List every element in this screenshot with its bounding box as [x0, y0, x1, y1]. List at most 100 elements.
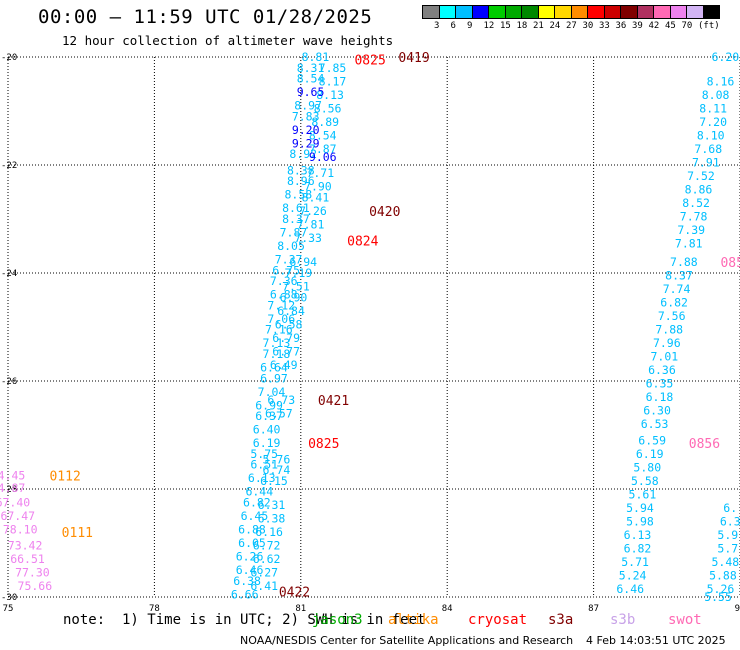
footer-center: NOAA/NESDIS Center for Satellite Applica… [240, 634, 574, 647]
header-subtitle: 12 hour collection of altimeter wave hei… [62, 33, 394, 48]
wave-height-point: 7.13 [263, 336, 291, 350]
wave-height-point: 9.65 [297, 85, 325, 99]
wave-height-point: 7.74 [663, 282, 691, 296]
wave-height-point: 67.47 [0, 509, 35, 523]
mission-s3a: s3a [548, 612, 574, 628]
wave-height-point: 6.18 [646, 390, 674, 404]
wave-height-point: 6.45 [241, 509, 269, 523]
wave-height-point: 6.44 [245, 485, 273, 499]
wave-height-point: 6.13 [248, 471, 276, 485]
y-tick-label: -28 [1, 485, 17, 495]
wave-height-point: 74.45 [0, 469, 25, 483]
wave-height-point: 8.38 [287, 163, 315, 177]
wave-height-point: 6.58 [275, 317, 303, 331]
wave-height-point: 8.97 [294, 99, 322, 113]
wave-height-point: 6.57 [265, 406, 293, 420]
wave-height-point: 7.85 [319, 61, 347, 75]
wave-height-point: 7.78 [680, 209, 708, 223]
colorbar-label: 18 [516, 21, 528, 31]
wave-height-point: 6.94 [289, 255, 317, 269]
wave-height-point: 7.81 [297, 217, 325, 231]
colorbar-label: 45 [665, 21, 676, 31]
wave-height-point: 7.36 [270, 274, 298, 288]
colorbar-label: 12 [483, 21, 495, 31]
wave-height-point: 7.39 [677, 223, 705, 237]
track-label: 0420 [369, 205, 400, 220]
wave-height-point: 67.40 [0, 496, 30, 510]
wave-height-point: 7.71 [306, 166, 334, 180]
colorbar-label: 30 [582, 21, 594, 31]
wave-height-point: 7.51 [282, 280, 310, 294]
wave-height-point: 6.53 [641, 417, 669, 431]
y-tick-label: -20 [1, 53, 17, 63]
wave-height-point: 8.08 [702, 88, 730, 102]
x-tick-label: 87 [588, 604, 599, 614]
wave-height-point: 8.16 [707, 74, 735, 88]
wave-height-point: 78.10 [3, 523, 38, 537]
wave-height-point: 8.96 [287, 174, 315, 188]
wave-height-point: 5.76 [263, 452, 291, 466]
wave-height-point: 6.59 [638, 433, 666, 447]
colorbar-swatch [702, 5, 720, 19]
track-label: 0824 [347, 235, 378, 250]
footer-timestamp: 4 Feb 14:03:51 UTC 2025 [586, 634, 726, 647]
wave-height-point: 5.58 [631, 474, 659, 488]
wave-height-point: 6.74 [263, 463, 291, 477]
wave-height-point: 7.88 [655, 323, 683, 337]
x-tick-label: 90 [735, 604, 740, 614]
wave-height-point: 7.88 [670, 255, 698, 269]
wave-height-point: 8.10 [697, 128, 725, 142]
wave-height-point: 5.7 [717, 541, 738, 555]
wave-height-point: 6.41 [250, 579, 278, 593]
wave-height-point: 8.13 [316, 88, 344, 102]
colorbar-label: 9 [467, 21, 473, 31]
wave-height-point: 6.20 [712, 50, 740, 64]
wave-height-point: 6.66 [231, 587, 259, 601]
wave-height-point: 5.75 [250, 447, 278, 461]
track-label: 0421 [318, 394, 349, 409]
track-label: 0422 [279, 586, 310, 601]
wave-height-point: 7.87 [309, 142, 337, 156]
mission-s3b: s3b [610, 612, 636, 628]
colorbar-label: 6 [450, 21, 456, 31]
wave-height-point: 8.58 [285, 188, 313, 202]
wave-height-point: 6.99 [255, 398, 283, 412]
wave-height-point: 8.37 [282, 212, 310, 226]
wave-height-point: 6.37 [255, 409, 283, 423]
wave-height-point: 73.42 [8, 539, 43, 553]
wave-height-point: 6.36 [648, 363, 676, 377]
wave-height-point: 7.96 [653, 336, 681, 350]
wave-height-point: 8.54 [297, 72, 325, 86]
x-tick-label: 78 [149, 604, 160, 614]
wave-height-point: 6.05 [238, 536, 266, 550]
wave-height-point: 6.46 [616, 582, 644, 596]
wave-height-point: 8.41 [302, 190, 330, 204]
wave-height-point: 7.91 [692, 155, 720, 169]
wave-height-point: 8.17 [319, 74, 347, 88]
wave-height-point: 8.89 [311, 115, 339, 129]
wave-height-point: 8.52 [682, 196, 710, 210]
wave-height-point: 6.46 [236, 563, 264, 577]
wave-height-point: 6.82 [660, 296, 688, 310]
wave-height-point: 7.19 [285, 266, 313, 280]
x-tick-label: 81 [295, 604, 306, 614]
wave-height-point: 5.61 [629, 487, 657, 501]
wave-height-point: 6.3 [720, 514, 740, 528]
wave-height-point: 6.38 [233, 574, 261, 588]
y-tick-label: -30 [1, 593, 17, 603]
wave-height-point: 9.20 [292, 123, 320, 137]
colorbar-label: 3 [434, 21, 440, 31]
wave-height-point: 8.54 [309, 128, 337, 142]
wave-height-point: 8.86 [685, 182, 713, 196]
wave-height-point: 6.19 [253, 436, 281, 450]
colorbar-label: (ft) [698, 21, 720, 31]
wave-height-point: 6.26 [236, 550, 264, 564]
wave-height-point: 6.82 [243, 496, 271, 510]
wave-height-point: 8.37 [665, 269, 693, 283]
wave-height-point: 5.88 [709, 568, 737, 582]
wave-height-point: 5.94 [626, 501, 654, 515]
wave-height-point: 6.77 [272, 344, 300, 358]
wave-height-point: 5.9 [717, 528, 738, 542]
wave-height-point: 6.75 [272, 263, 300, 277]
wave-height-point: 8.61 [282, 201, 310, 215]
